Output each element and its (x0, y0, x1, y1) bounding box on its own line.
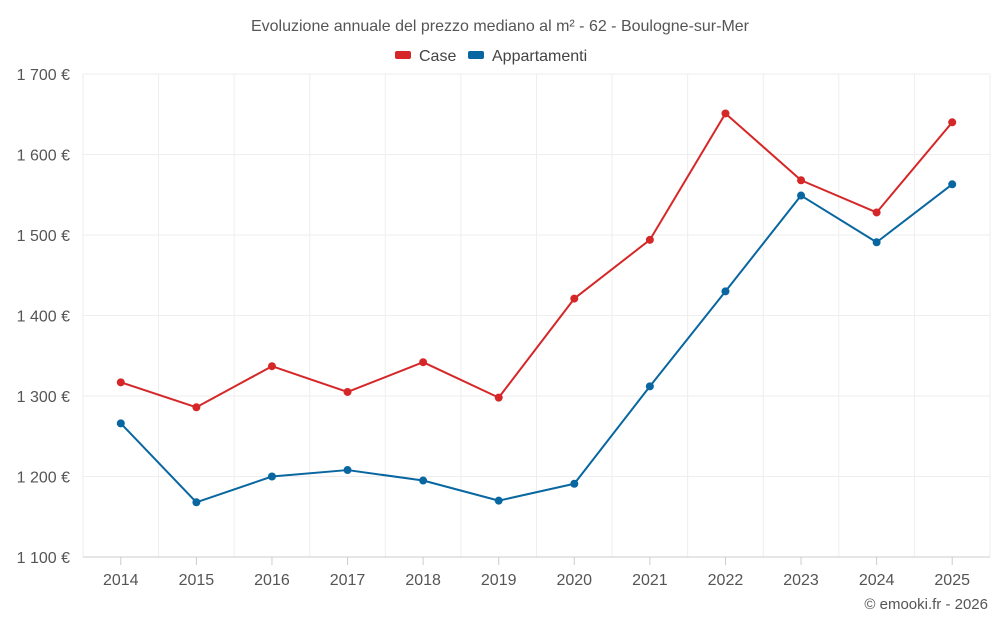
legend-label: Appartamenti (492, 48, 587, 65)
legend-item-case[interactable]: Case (395, 48, 456, 65)
data-point[interactable] (116, 419, 125, 428)
data-point[interactable] (645, 235, 654, 244)
series-appartamenti (116, 180, 957, 507)
series-line (120, 112, 953, 409)
data-point[interactable] (267, 472, 276, 481)
y-tick-label: 1 700 € (17, 67, 70, 84)
data-point[interactable] (192, 498, 201, 507)
x-tick-label: 2019 (481, 572, 517, 589)
data-point[interactable] (494, 496, 503, 505)
data-point[interactable] (494, 393, 503, 402)
data-point[interactable] (570, 294, 579, 303)
grid (82, 73, 991, 558)
data-point[interactable] (419, 358, 428, 367)
x-tick-label: 2015 (179, 572, 215, 589)
x-tick-label: 2020 (556, 572, 592, 589)
x-tick-label: 2024 (859, 572, 895, 589)
data-point[interactable] (797, 176, 806, 185)
data-point[interactable] (570, 479, 579, 488)
legend-item-appartamenti[interactable]: Appartamenti (468, 48, 587, 65)
data-point[interactable] (192, 403, 201, 412)
data-point[interactable] (267, 362, 276, 371)
y-tick-label: 1 300 € (17, 389, 70, 406)
x-tick-label: 2017 (330, 572, 366, 589)
y-axis: 1 100 € 1 200 € 1 300 € 1 400 € 1 500 € 1 600… (17, 67, 70, 567)
data-point[interactable] (343, 466, 352, 475)
data-point[interactable] (419, 476, 428, 485)
y-tick-label: 1 500 € (17, 228, 70, 245)
data-point[interactable] (343, 387, 352, 396)
x-tick-label: 2023 (783, 572, 819, 589)
legend-swatch (468, 51, 484, 59)
x-axis: 2014 2015 2016 2017 2018 2019 2020 2021 2022 2023… (103, 557, 970, 589)
data-point[interactable] (948, 118, 957, 127)
legend-swatch (395, 51, 411, 59)
y-tick-label: 1 100 € (17, 550, 70, 567)
data-point[interactable] (721, 287, 730, 296)
x-tick-label: 2025 (934, 572, 970, 589)
data-point[interactable] (872, 208, 881, 217)
x-tick-label: 2014 (103, 572, 139, 589)
x-tick-label: 2022 (708, 572, 744, 589)
data-point[interactable] (872, 238, 881, 247)
y-tick-label: 1 600 € (17, 148, 70, 165)
data-point[interactable] (797, 191, 806, 200)
series-group (116, 109, 957, 507)
chart-title: Evoluzione annuale del prezzo mediano al… (251, 18, 750, 35)
y-tick-label: 1 400 € (17, 309, 70, 326)
data-point[interactable] (721, 109, 730, 118)
data-point[interactable] (645, 382, 654, 391)
y-tick-label: 1 200 € (17, 470, 70, 487)
credit-text: © emooki.fr - 2026 (864, 596, 988, 613)
x-tick-label: 2021 (632, 572, 668, 589)
series-case (116, 109, 957, 412)
legend-label: Case (419, 48, 456, 65)
data-point[interactable] (116, 378, 125, 387)
x-tick-label: 2018 (405, 572, 441, 589)
data-point[interactable] (948, 180, 957, 189)
series-line (120, 183, 953, 504)
x-tick-label: 2016 (254, 572, 290, 589)
legend: Case Appartamenti (395, 48, 587, 65)
